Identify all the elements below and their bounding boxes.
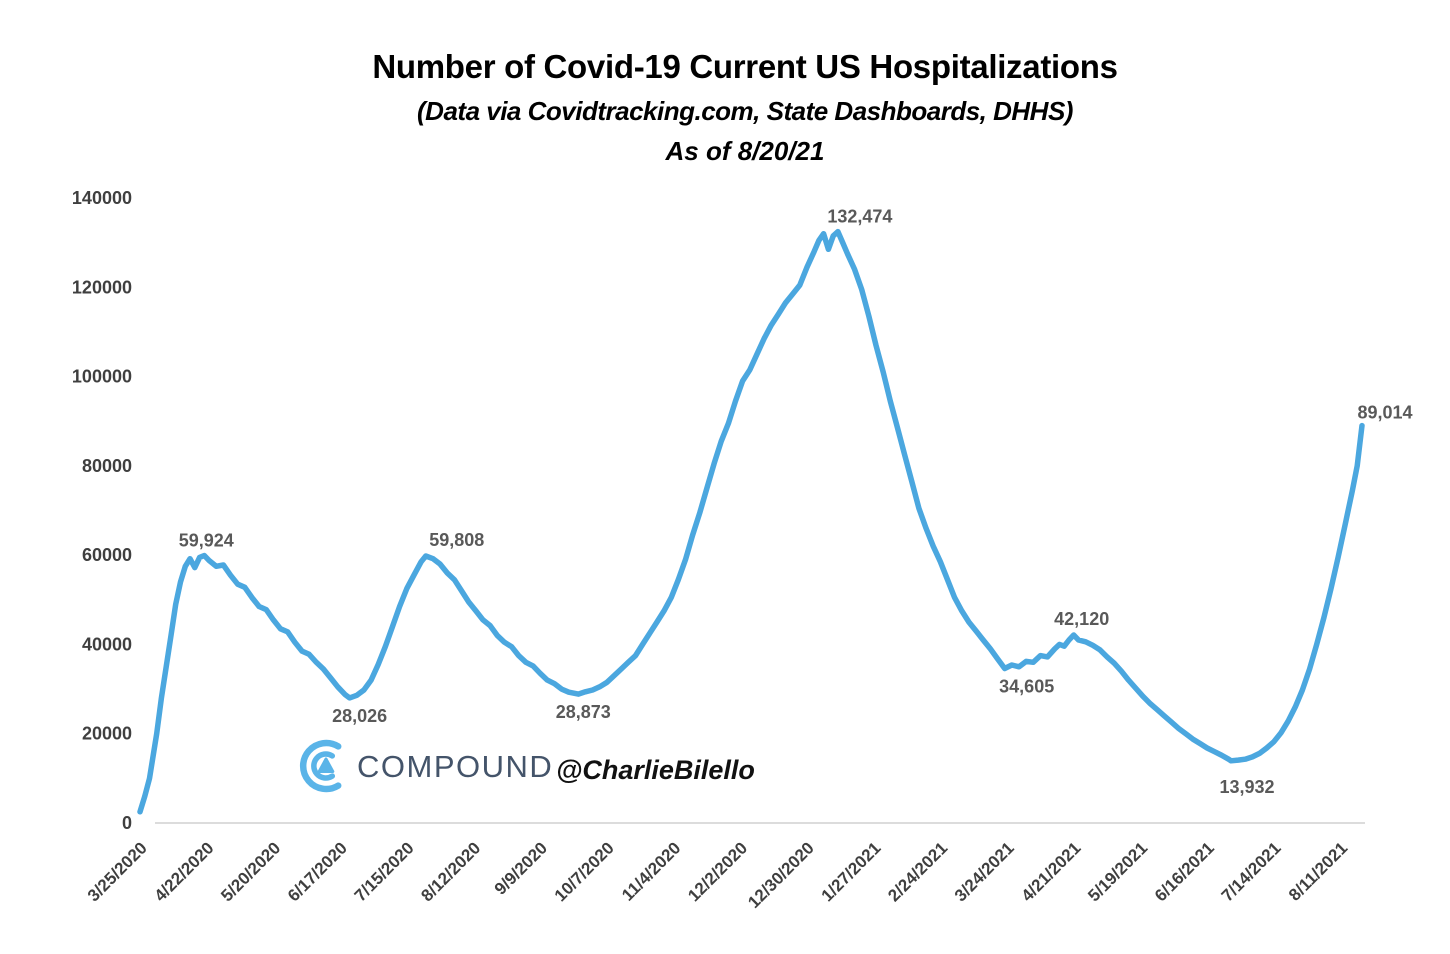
x-tick-label: 3/24/2021	[951, 838, 1018, 905]
x-tick-label: 7/15/2020	[351, 838, 418, 905]
x-tick-label: 12/30/2020	[744, 838, 818, 912]
chart-subtitle: (Data via Covidtracking.com, State Dashb…	[417, 96, 1073, 126]
y-tick-label: 60000	[82, 545, 132, 565]
x-tick-label: 7/14/2021	[1218, 838, 1285, 905]
logo-triangle	[317, 757, 335, 773]
data-point-annotations: 59,924 28,026 59,808 28,873 132,474 34,605 42,…	[179, 207, 1413, 797]
y-tick-label: 140000	[72, 188, 132, 208]
annotation-label: 13,932	[1219, 777, 1274, 797]
as-of-date: As of 8/20/21	[665, 136, 825, 166]
y-axis-tick-labels: 0 20000 40000 60000 80000 100000 120000 140000	[72, 188, 132, 833]
hospitalizations-series-line	[137, 228, 1365, 815]
x-tick-label: 12/2/2020	[684, 838, 751, 905]
compound-logo-icon	[299, 739, 342, 793]
twitter-handle: @CharlieBilello	[556, 755, 755, 785]
x-tick-label: 9/9/2020	[491, 838, 551, 898]
annotation-label: 59,924	[179, 531, 234, 551]
x-tick-label: 4/21/2021	[1018, 838, 1085, 905]
x-tick-label: 10/7/2020	[551, 838, 618, 905]
annotation-label: 42,120	[1054, 609, 1109, 629]
annotation-label: 28,873	[556, 702, 611, 722]
x-tick-label: 8/12/2020	[417, 838, 484, 905]
y-tick-label: 120000	[72, 277, 132, 297]
x-tick-label: 11/4/2020	[618, 838, 684, 904]
logo-inner-arc	[311, 751, 336, 781]
annotation-label: 59,808	[429, 530, 484, 550]
annotation-label: 34,605	[999, 677, 1054, 697]
page-title: Number of Covid-19 Current US Hospitaliz…	[372, 48, 1118, 85]
x-tick-label: 8/11/2021	[1285, 838, 1351, 904]
x-tick-label: 1/27/2021	[818, 838, 885, 905]
y-tick-label: 80000	[82, 456, 132, 476]
y-tick-label: 20000	[82, 724, 132, 744]
y-tick-label: 100000	[72, 367, 132, 387]
annotation-label: 28,026	[332, 706, 387, 726]
x-tick-label: 5/20/2020	[217, 838, 284, 905]
x-tick-label: 3/25/2020	[84, 838, 151, 905]
logo-outer-arc	[299, 739, 342, 793]
x-tick-label: 5/19/2021	[1084, 838, 1151, 905]
x-tick-label: 6/16/2021	[1151, 838, 1218, 905]
x-tick-label: 6/17/2020	[284, 838, 351, 905]
x-tick-label: 2/24/2021	[884, 838, 951, 905]
x-axis-tick-labels: 3/25/2020 4/22/2020 5/20/2020 6/17/2020 7/15…	[84, 838, 1351, 912]
annotation-label: 132,474	[827, 207, 892, 227]
annotation-label: 89,014	[1357, 403, 1412, 423]
x-tick-label: 4/22/2020	[151, 838, 218, 905]
compound-wordmark: COMPOUND	[357, 749, 553, 784]
y-tick-label: 0	[122, 813, 132, 833]
y-tick-label: 40000	[82, 634, 132, 654]
